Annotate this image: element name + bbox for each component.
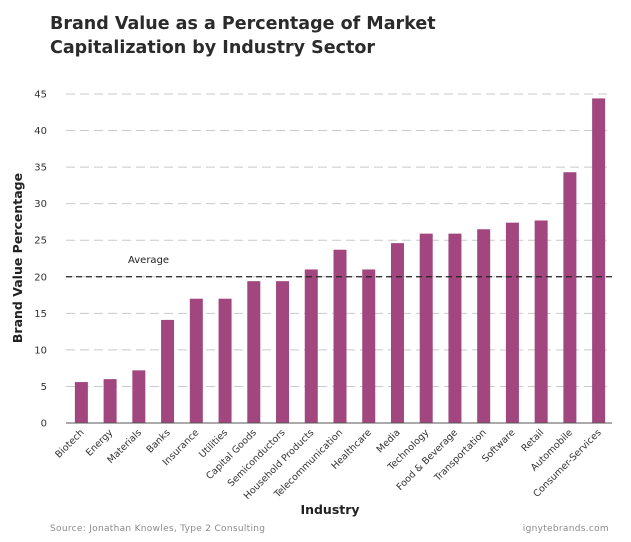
x-tick-label: Capital Goods	[204, 427, 259, 482]
bar-1	[74, 382, 88, 423]
bar-4	[161, 319, 175, 423]
x-tick-label: Retail	[520, 427, 547, 454]
bar-2	[103, 379, 117, 423]
bar-13	[419, 233, 433, 423]
y-tick-label: 35	[34, 163, 47, 174]
y-tick-label: 40	[34, 126, 47, 137]
chart-title: Brand Value as a Percentage of Market Ca…	[50, 12, 490, 60]
chart-title-line-1: Brand Value as a Percentage of Market	[50, 14, 436, 34]
bar-7	[247, 281, 261, 423]
chart-title-line-2: Capitalization by Industry Sector	[50, 38, 376, 58]
bar-16	[505, 222, 519, 423]
bars	[74, 98, 606, 424]
y-tick-label: 45	[34, 90, 47, 101]
gridlines	[66, 93, 612, 387]
bar-12	[390, 243, 404, 423]
bar-5	[189, 298, 203, 423]
y-tick-label: 30	[34, 199, 47, 210]
y-tick-label: 5	[41, 382, 47, 393]
y-tick-label: 15	[34, 309, 47, 320]
bar-15	[477, 229, 491, 423]
bar-8	[276, 281, 290, 423]
x-tick-label: Biotech	[53, 427, 86, 460]
y-tick-labels: 0 5 10 15 20 25 30 35 40 45	[34, 90, 47, 430]
bar-14	[448, 233, 462, 423]
bar-17	[534, 220, 548, 423]
bar-10	[333, 249, 347, 423]
y-tick-label: 20	[34, 272, 47, 283]
y-tick-label: 10	[34, 345, 47, 356]
bar-9	[304, 269, 318, 423]
x-axis-label: Industry	[300, 502, 359, 517]
y-tick-label: 25	[34, 236, 47, 247]
bar-18	[563, 172, 577, 423]
source-note: Source: Jonathan Knowles, Type 2 Consult…	[50, 524, 266, 534]
bar-3	[132, 370, 146, 423]
bar-6	[218, 298, 232, 423]
average-label: Average	[128, 255, 169, 266]
average-line-group: Average	[66, 255, 612, 278]
bar-11	[362, 269, 376, 423]
y-axis-label: Brand Value Percentage	[10, 173, 25, 343]
site-credit: ignytebrands.com	[522, 524, 609, 534]
bar-19	[592, 98, 606, 424]
y-tick-label: 0	[41, 419, 47, 430]
